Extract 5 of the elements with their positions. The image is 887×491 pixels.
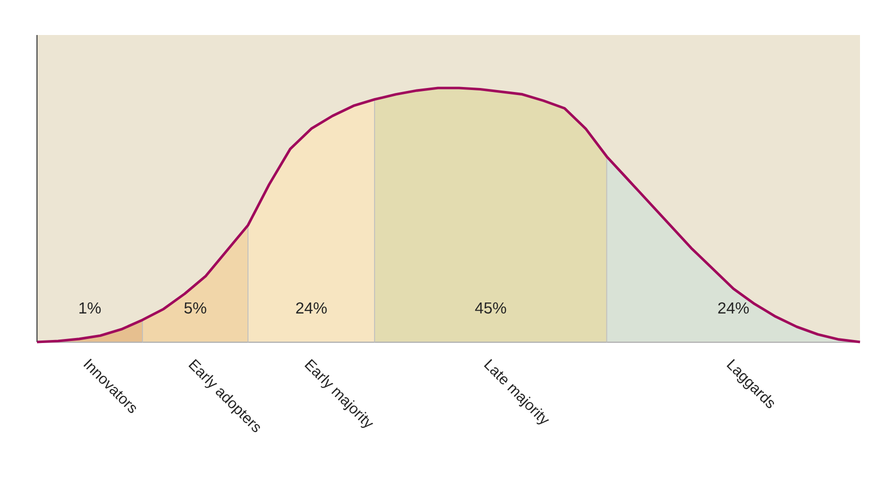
annotation: 5% [184,302,206,314]
annotation: 45% [475,302,506,314]
annotation: 24% [296,302,327,314]
annotation: 24% [718,302,749,314]
annotation: 1% [79,302,101,314]
